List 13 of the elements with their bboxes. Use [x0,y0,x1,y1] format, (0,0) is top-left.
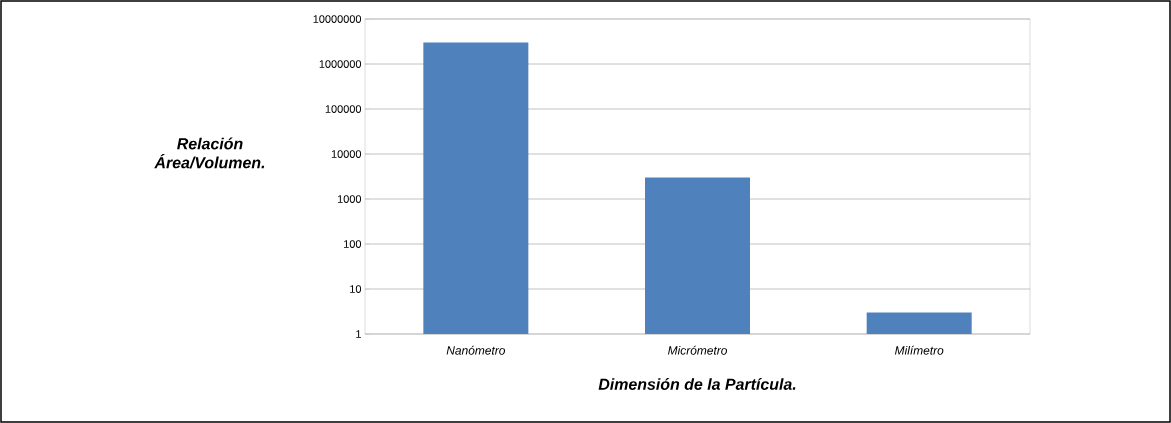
y-tick-label: 1000 [337,195,362,203]
x-axis-title: Dimensión de la Partícula. [598,378,796,390]
x-tick-label: Micrómetro [668,345,728,355]
y-tick-label: 10000000 [313,15,362,23]
y-tick-label: 10000 [331,150,362,158]
y-axis-title: Relación Área/Volumen. [154,137,265,169]
y-tick-label: 10 [350,285,362,293]
y-tick-label: 100 [344,240,362,248]
y-tick-label: 1000000 [319,60,362,68]
x-tick-label: Milímetro [894,345,944,355]
y-tick-label: 100000 [325,105,362,113]
y-tick-label: 1 [356,330,361,338]
x-tick-label: Nanómetro [446,345,506,355]
